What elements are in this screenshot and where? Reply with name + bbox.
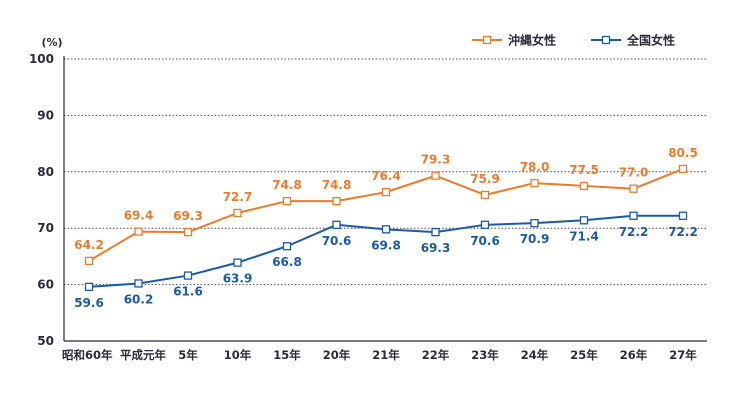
series-0-point-1 bbox=[134, 227, 143, 236]
series-0-label-6: 76.4 bbox=[371, 169, 401, 183]
series-1-label-5: 70.6 bbox=[322, 234, 352, 248]
series-1-point-12 bbox=[678, 211, 688, 220]
y-tick-label-80: 80 bbox=[37, 165, 54, 179]
y-tick-label-60: 60 bbox=[37, 278, 54, 292]
x-tick-label-2: 5年 bbox=[178, 348, 198, 362]
series-1-label-6: 69.8 bbox=[371, 238, 401, 252]
y-axis-unit: (%) bbox=[41, 36, 62, 49]
series-0-point-2 bbox=[183, 227, 193, 237]
series-1-label-2: 61.6 bbox=[173, 285, 203, 299]
series-1-label-1: 60.2 bbox=[124, 292, 154, 306]
series-0-point-8 bbox=[480, 190, 490, 200]
series-1-label-4: 66.8 bbox=[272, 255, 302, 269]
series-0-label-9: 78.0 bbox=[520, 160, 550, 174]
series-1-point-1 bbox=[134, 279, 143, 288]
series-1-point-0 bbox=[84, 282, 94, 292]
series-0-label-3: 72.7 bbox=[223, 190, 253, 204]
x-tick-label-7: 22年 bbox=[422, 348, 450, 362]
x-tick-label-9: 24年 bbox=[521, 348, 549, 362]
series-0-label-0: 64.2 bbox=[74, 238, 104, 252]
series-0-point-4 bbox=[282, 196, 292, 206]
x-tick-label-4: 15年 bbox=[273, 348, 301, 362]
series-0-label-7: 79.3 bbox=[421, 153, 451, 167]
series-0-label-1: 69.4 bbox=[124, 209, 154, 223]
x-tick-label-12: 27年 bbox=[669, 348, 697, 362]
x-tick-label-6: 21年 bbox=[372, 348, 400, 362]
x-tick-label-5: 20年 bbox=[323, 348, 351, 362]
legend-marker-1 bbox=[601, 35, 611, 45]
series-1-label-3: 63.9 bbox=[223, 272, 253, 286]
series-1-label-11: 72.2 bbox=[619, 225, 649, 239]
series-0-point-7 bbox=[431, 171, 440, 180]
series-1-label-8: 70.6 bbox=[470, 234, 500, 248]
series-1-label-10: 71.4 bbox=[569, 229, 599, 243]
series-0-label-11: 77.0 bbox=[619, 166, 649, 180]
x-tick-label-10: 25年 bbox=[570, 348, 598, 362]
series-0-point-6 bbox=[381, 187, 391, 197]
series-0-point-3 bbox=[233, 208, 242, 218]
x-tick-label-8: 23年 bbox=[471, 348, 499, 362]
series-1-point-9 bbox=[530, 218, 539, 228]
series-0-point-9 bbox=[530, 178, 539, 188]
x-tick-label-0: 昭和60年 bbox=[62, 348, 113, 362]
y-tick-label-70: 70 bbox=[37, 221, 54, 235]
series-0-point-11 bbox=[629, 184, 638, 193]
series-0-label-8: 75.9 bbox=[470, 172, 500, 186]
y-tick-label-100: 100 bbox=[29, 52, 54, 66]
series-1-point-7 bbox=[431, 227, 440, 237]
series-1-label-12: 72.2 bbox=[668, 225, 698, 239]
series-1-point-3 bbox=[233, 258, 242, 267]
series-1-point-4 bbox=[282, 242, 292, 251]
series-0-label-2: 69.3 bbox=[173, 209, 203, 223]
series-0-point-10 bbox=[579, 181, 589, 191]
legend-label-1: 全国女性 bbox=[626, 33, 675, 48]
legend-marker-0 bbox=[482, 35, 492, 45]
series-1-label-0: 59.6 bbox=[74, 296, 104, 310]
y-tick-label-90: 90 bbox=[37, 108, 54, 122]
series-1-point-10 bbox=[579, 216, 589, 225]
series-0-point-5 bbox=[332, 196, 341, 206]
y-tick-label-50: 50 bbox=[37, 334, 54, 348]
series-1-point-2 bbox=[183, 271, 193, 280]
series-1-point-5 bbox=[332, 220, 341, 229]
series-1-point-11 bbox=[629, 211, 638, 220]
series-0-point-0 bbox=[84, 256, 94, 266]
x-tick-label-11: 26年 bbox=[620, 348, 648, 362]
series-1-point-6 bbox=[381, 225, 391, 234]
series-0-label-5: 74.8 bbox=[322, 178, 352, 192]
x-tick-label-3: 10年 bbox=[224, 348, 252, 362]
series-0-label-10: 77.5 bbox=[569, 163, 599, 177]
legend-label-0: 沖縄女性 bbox=[508, 33, 556, 48]
series-0-point-12 bbox=[678, 164, 688, 174]
x-tick-label-1: 平成元年 bbox=[120, 348, 166, 362]
series-1-label-9: 70.9 bbox=[520, 232, 550, 246]
series-1-label-7: 69.3 bbox=[421, 241, 451, 255]
series-1-point-8 bbox=[480, 220, 490, 229]
series-0-label-4: 74.8 bbox=[272, 178, 302, 192]
series-0-label-12: 80.5 bbox=[668, 146, 698, 160]
